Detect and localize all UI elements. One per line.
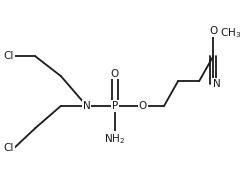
Text: O: O (139, 101, 147, 111)
Text: N: N (83, 101, 91, 111)
Text: NH$_2$: NH$_2$ (104, 132, 125, 146)
Text: Cl: Cl (4, 143, 14, 153)
Text: P: P (112, 101, 118, 111)
Text: O: O (209, 26, 217, 36)
Text: O: O (111, 69, 119, 79)
Text: Cl: Cl (4, 51, 14, 61)
Text: N: N (213, 79, 221, 88)
Text: CH$_3$: CH$_3$ (220, 26, 242, 40)
